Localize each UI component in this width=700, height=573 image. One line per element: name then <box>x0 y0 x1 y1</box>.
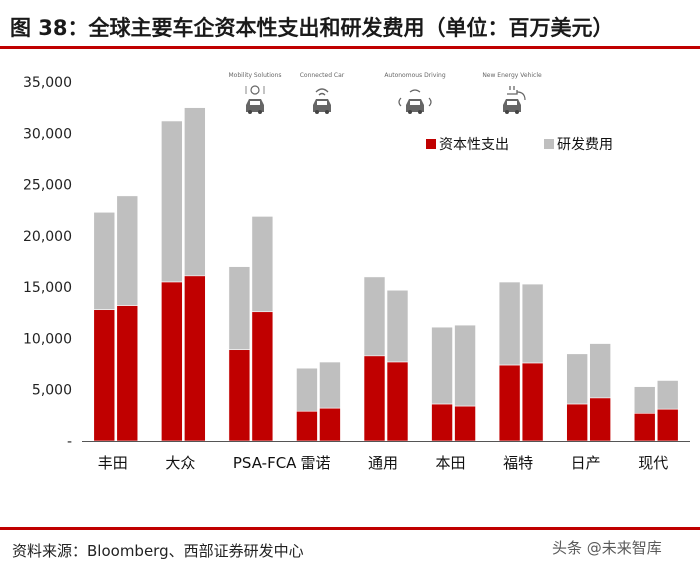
bar-capex <box>251 311 274 442</box>
x-category-label: 丰田 <box>98 454 128 472</box>
bar-rnd <box>161 120 183 283</box>
bar-capex <box>296 410 318 442</box>
x-category-label: PSA-FCA <box>233 454 297 472</box>
bar-rnd <box>521 283 544 364</box>
bar-rnd <box>93 211 116 311</box>
bar-capex <box>93 309 116 442</box>
bar-capex <box>363 355 386 442</box>
icon-caption: New Energy Vehicle <box>482 72 542 79</box>
bar-capex <box>454 405 476 442</box>
ev-plug-icon <box>503 86 526 114</box>
chart-title: 图 38：全球主要车企资本性支出和研发费用（单位：百万美元） <box>10 16 614 40</box>
bar-rnd <box>589 343 611 399</box>
bar-rnd <box>296 367 318 412</box>
bar-capex <box>498 364 521 442</box>
bar-rnd <box>319 361 341 409</box>
bar-rnd <box>431 326 453 405</box>
x-category-label: 大众 <box>165 454 195 472</box>
bar-rnd <box>184 107 206 277</box>
bar-capex <box>566 403 588 442</box>
bar-capex <box>633 413 656 442</box>
y-tick-label: 15,000 <box>23 280 72 296</box>
y-tick-label: 10,000 <box>23 331 72 347</box>
bar-capex <box>656 408 679 442</box>
legend-swatch <box>426 139 436 149</box>
legend: 资本性支出 研发费用 <box>426 137 613 153</box>
y-tick-label: 5,000 <box>32 383 72 399</box>
legend-swatch <box>544 139 554 149</box>
bar-rnd <box>116 195 139 306</box>
footer-divider <box>0 527 700 530</box>
y-tick-label: 25,000 <box>23 178 72 194</box>
chart-area: - 5,000 10,000 15,000 20,000 25,000 30,000 35,0… <box>23 72 690 472</box>
bar-rnd <box>498 281 521 366</box>
x-axis: 丰田 大众 PSA-FCA 雷诺 通用 本田 福特 日产 现代 <box>82 441 690 472</box>
technology-icons: Mobility Solutions Connected Car Autonomou… <box>228 72 542 114</box>
connected-car-icon <box>313 88 331 114</box>
x-category-label: 本田 <box>436 454 466 472</box>
bars-group <box>93 107 679 442</box>
autonomous-car-icon <box>398 89 432 114</box>
y-tick-label: 30,000 <box>23 126 72 142</box>
bar-capex <box>589 397 611 442</box>
x-category-label: 福特 <box>503 454 533 472</box>
bar-rnd <box>633 386 656 414</box>
bar-rnd <box>363 276 386 357</box>
bar-rnd <box>251 216 274 313</box>
title-divider <box>0 46 700 49</box>
bar-rnd <box>386 289 409 363</box>
legend-label: 研发费用 <box>557 137 613 153</box>
bar-capex <box>184 275 206 442</box>
x-category-label: 雷诺 <box>300 454 330 472</box>
y-tick-label: - <box>67 434 72 450</box>
bar-rnd <box>566 353 588 405</box>
bar-capex <box>386 361 409 442</box>
bar-capex <box>319 407 341 442</box>
x-category-label: 现代 <box>638 454 668 472</box>
y-tick-label: 35,000 <box>23 75 72 91</box>
bar-capex <box>228 349 251 442</box>
bar-capex <box>431 403 453 442</box>
y-axis: - 5,000 10,000 15,000 20,000 25,000 30,000 35,0… <box>23 75 72 450</box>
x-category-label: 通用 <box>368 454 398 472</box>
mobility-car-icon <box>245 85 265 114</box>
source-note: 资料来源：Bloomberg、西部证券研发中心 <box>12 542 304 560</box>
icon-caption: Connected Car <box>300 72 345 79</box>
legend-label: 资本性支出 <box>439 137 509 153</box>
x-category-label: 日产 <box>571 454 601 472</box>
bar-rnd <box>454 324 476 407</box>
bar-rnd <box>656 380 679 410</box>
watermark: 头条 @未来智库 <box>552 539 662 557</box>
bar-capex <box>521 362 544 442</box>
icon-caption: Autonomous Driving <box>384 72 446 79</box>
bar-capex <box>116 305 139 442</box>
icon-caption: Mobility Solutions <box>228 72 281 79</box>
y-tick-label: 20,000 <box>23 229 72 245</box>
bar-capex <box>161 281 183 442</box>
bar-rnd <box>228 266 251 351</box>
